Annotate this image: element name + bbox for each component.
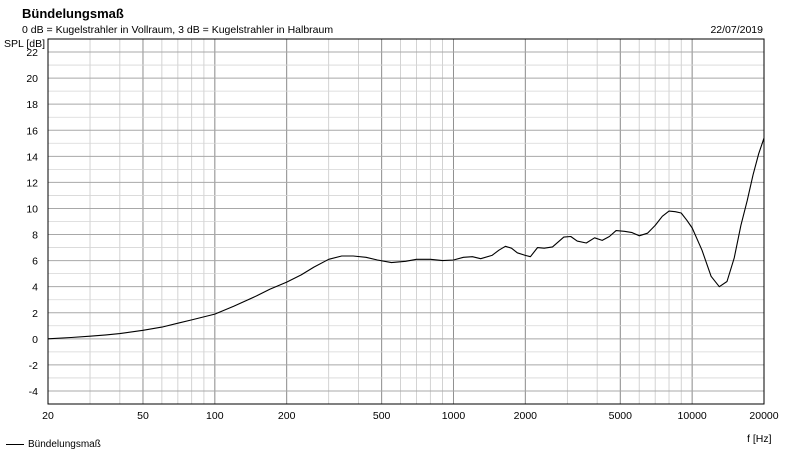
legend-swatch <box>6 444 24 445</box>
y-tick-label: 12 <box>26 177 38 189</box>
x-tick-label: 1000 <box>442 410 466 422</box>
series-line <box>47 137 765 340</box>
y-tick-label: 22 <box>26 47 38 59</box>
x-tick-label: 100 <box>206 410 224 422</box>
y-tick-label: 10 <box>26 203 38 215</box>
x-tick-label: 5000 <box>609 410 633 422</box>
y-tick-label: 2 <box>32 308 38 320</box>
legend-label: Bündelungsmaß <box>28 439 101 450</box>
y-tick-label: 4 <box>32 282 38 294</box>
x-tick-label: 20 <box>42 410 54 422</box>
y-tick-label: -2 <box>29 360 38 372</box>
y-tick-label: 0 <box>32 334 38 346</box>
y-axis-label: SPL [dB] <box>4 38 46 50</box>
x-tick-label: 20000 <box>749 410 778 422</box>
plot-frame <box>47 38 765 405</box>
y-tick-label: 20 <box>26 73 38 85</box>
chart-title: Bündelungsmaß <box>22 6 124 21</box>
y-tick-label: 16 <box>26 125 38 137</box>
y-tick-label: -4 <box>29 386 38 398</box>
x-tick-label: 200 <box>278 410 296 422</box>
y-tick-label: 8 <box>32 230 38 242</box>
y-tick-label: 14 <box>26 151 38 163</box>
x-axis-label: f [Hz] <box>747 433 772 445</box>
chart-date: 22/07/2019 <box>710 24 763 36</box>
chart-subtitle: 0 dB = Kugelstrahler in Vollraum, 3 dB =… <box>22 24 334 36</box>
x-tick-label: 50 <box>137 410 149 422</box>
x-tick-label: 2000 <box>514 410 538 422</box>
x-tick-label: 10000 <box>678 410 707 422</box>
legend: Bündelungsmaß <box>6 439 101 450</box>
y-tick-label: 18 <box>26 99 38 111</box>
x-tick-label: 500 <box>373 410 391 422</box>
y-tick-label: 6 <box>32 256 38 268</box>
